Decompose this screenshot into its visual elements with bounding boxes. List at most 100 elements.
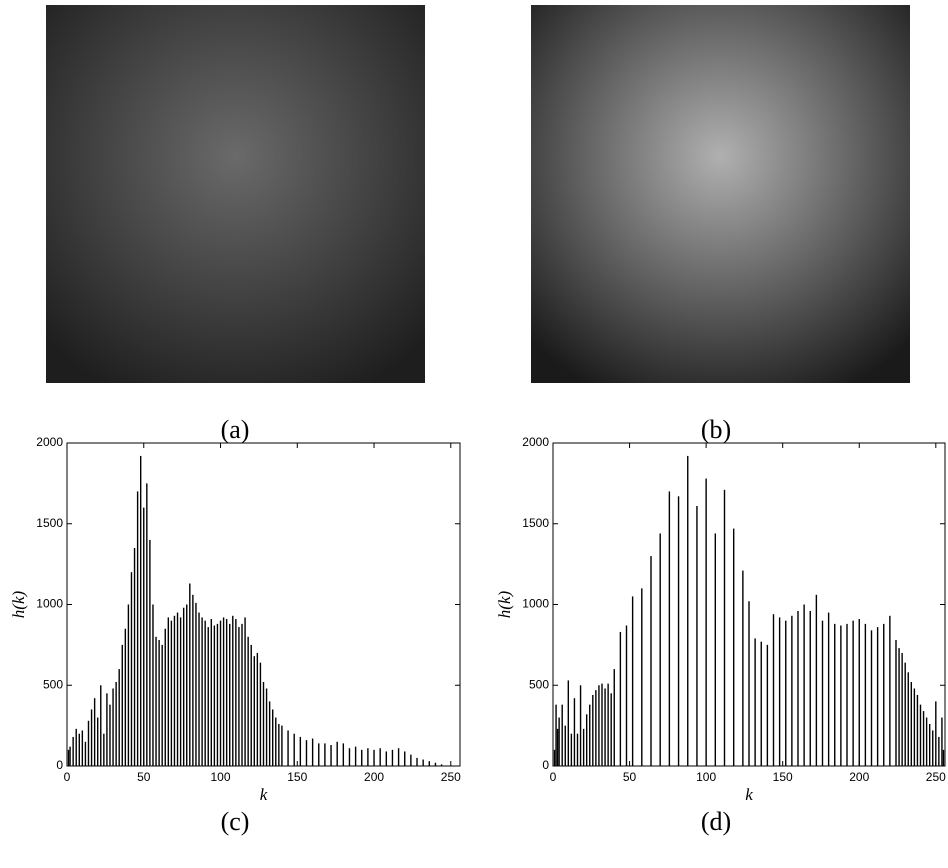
bar [247,636,249,766]
bar [677,496,680,766]
bar [876,627,879,766]
bar [336,741,338,766]
bar [440,764,443,766]
bar [136,491,139,766]
x-tick-label: 150 [773,770,793,784]
bar [278,724,280,766]
bar [428,761,430,766]
caption: (b) [701,415,731,444]
bar [78,733,80,766]
bar [262,682,265,766]
bar [668,491,671,766]
bar [564,725,566,766]
bar [97,717,99,766]
x-tick-label: 0 [550,770,557,784]
bar [265,688,268,766]
bar [928,724,931,766]
bar [556,728,559,766]
bar [84,741,87,766]
bar [235,619,237,766]
bar [210,619,213,766]
bar [601,683,603,766]
bar [641,588,643,766]
bar [607,683,609,766]
bar [158,640,160,766]
bar [385,751,388,766]
bar [416,757,418,766]
bar [898,648,900,766]
x-tick-label: 100 [211,770,231,784]
bar [281,725,283,766]
bar [253,656,255,766]
bar [192,594,194,766]
bar [115,682,117,766]
bar [173,615,176,766]
bar [155,636,157,766]
bar [139,455,142,766]
bar [778,617,781,766]
bar [100,685,102,766]
bar [311,738,314,766]
x-tick-label: 50 [623,770,637,784]
bar [93,698,96,766]
bar [705,478,707,766]
bar [106,693,108,766]
bar [259,662,262,766]
bar [127,604,130,766]
bar [121,644,123,766]
bar [204,620,206,766]
bar [742,570,744,766]
bar [354,746,357,766]
bar [870,630,873,766]
bar [367,748,369,766]
bar [225,619,228,766]
bar [179,617,182,766]
bar [324,743,326,766]
bar [124,628,127,766]
bar [910,682,913,766]
bar [361,749,363,766]
bar [143,507,145,766]
x-tick-label: 250 [926,770,946,784]
bar [803,604,805,766]
bar [112,688,114,766]
x-axis-label: k [260,785,268,804]
bar [232,615,234,766]
bar [256,652,259,766]
caption: (a) [221,415,250,444]
bar [925,717,928,766]
bar [748,601,750,766]
bar [268,701,271,766]
bar [754,638,756,766]
bar [161,644,163,766]
bar [846,623,848,766]
bar [821,620,824,766]
bar [272,709,274,766]
y-tick-label: 1000 [36,597,63,611]
bar [883,623,885,766]
bar [146,483,148,766]
bar [916,694,919,766]
bar [932,730,934,766]
bar [219,620,222,766]
bar [72,736,74,766]
bar [919,704,922,766]
photo-original [46,5,425,383]
caption: (d) [701,807,731,836]
y-tick-label: 500 [43,677,63,691]
bar [687,455,689,766]
bar [348,748,351,766]
bar [723,489,726,766]
y-tick-label: 500 [529,677,549,691]
bar [555,704,557,766]
bar [299,736,302,766]
bar [598,685,600,766]
bar [186,604,188,766]
bar [118,669,120,766]
bar [195,602,197,766]
bar [852,620,854,766]
x-tick-label: 150 [287,770,307,784]
bar [797,610,799,766]
